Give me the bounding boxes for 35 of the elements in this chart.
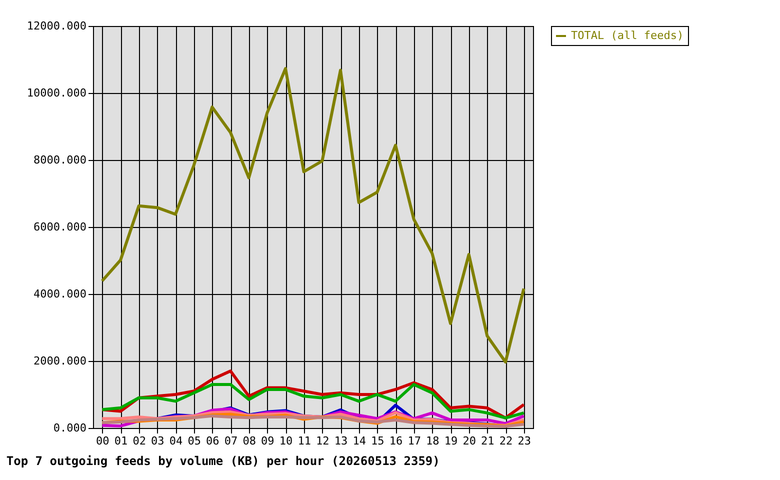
x-tick-label: 20 bbox=[462, 434, 476, 448]
line-series bbox=[100, 382, 526, 420]
x-tick-label: 04 bbox=[169, 434, 183, 448]
y-tick-label: 6000.000 bbox=[34, 220, 86, 234]
y-tick-label: 12000.000 bbox=[26, 20, 86, 32]
x-tick-label: 17 bbox=[408, 434, 421, 448]
x-tick-label: 07 bbox=[224, 434, 238, 448]
x-tick-label: 18 bbox=[426, 434, 440, 448]
x-tick-label: 06 bbox=[206, 434, 220, 448]
x-tick-label: 01 bbox=[114, 434, 128, 448]
legend-label: TOTAL (all feeds) bbox=[571, 29, 684, 42]
x-tick-label: 15 bbox=[371, 434, 384, 448]
x-tick-label: 23 bbox=[518, 434, 531, 448]
y-tick-label: 8000.000 bbox=[34, 154, 86, 166]
x-tick-label: 12 bbox=[316, 434, 330, 448]
x-tick-label: 03 bbox=[151, 434, 164, 448]
y-tick-label: 2000.000 bbox=[34, 354, 86, 368]
text: Top 7 outgoing feeds by volume (KB) per hour (20260513 2359) bbox=[6, 454, 440, 468]
line-series bbox=[100, 67, 526, 364]
x-tick-label: 21 bbox=[481, 434, 494, 448]
x-tick-label: 02 bbox=[132, 434, 146, 448]
x-tick-label: 00 bbox=[96, 434, 110, 448]
x-tick-label: 22 bbox=[499, 434, 513, 448]
x-tick-label: 10 bbox=[279, 434, 293, 448]
x-tick-label: 08 bbox=[242, 434, 256, 448]
y-tick-label: 10000.000 bbox=[26, 86, 86, 100]
x-tick-label: 05 bbox=[188, 434, 201, 448]
x-tick-label: 09 bbox=[261, 434, 274, 448]
x-tick-label: 19 bbox=[444, 434, 458, 448]
x-tick-label: 11 bbox=[298, 434, 311, 448]
x-tick-label: 13 bbox=[334, 434, 348, 448]
x-tick-label: 14 bbox=[352, 434, 366, 448]
x-tick-label: 16 bbox=[389, 434, 403, 448]
y-tick-label: 4000.000 bbox=[34, 288, 86, 300]
y-tick-label: 0.000 bbox=[53, 422, 86, 434]
